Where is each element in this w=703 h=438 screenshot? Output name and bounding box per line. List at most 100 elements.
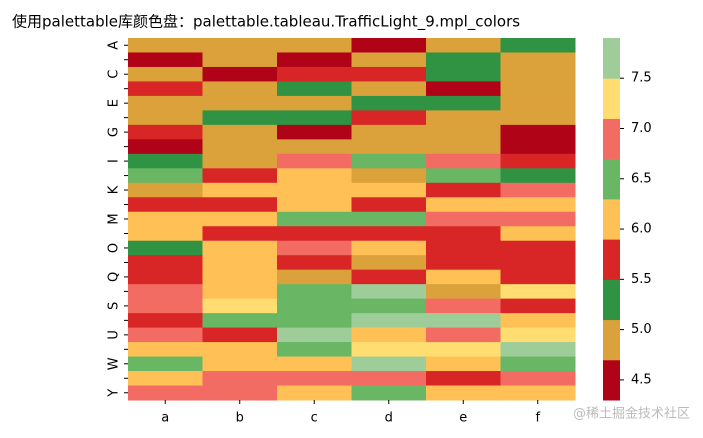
heatmap-cell [202, 168, 278, 184]
colorbar-tick-label: 6.0 [631, 222, 652, 237]
heatmap-cell [202, 124, 278, 140]
heatmap-cell [500, 226, 576, 242]
heatmap-cell [277, 342, 352, 358]
colorbar-tick-label: 4.5 [631, 372, 652, 387]
colorbar-segment [603, 239, 620, 280]
heatmap-cell [128, 298, 203, 314]
heatmap-cell [426, 52, 501, 68]
heatmap-cell [500, 182, 576, 198]
heatmap-cell [351, 284, 427, 300]
watermark: @稀土掘金技术社区 [573, 406, 690, 422]
heatmap-cell [500, 313, 576, 329]
y-tick-label: S [107, 302, 122, 310]
heatmap-cell [202, 327, 278, 343]
y-tick-label: E [107, 99, 122, 107]
heatmap-cell [202, 197, 278, 213]
heatmap-cell [500, 139, 576, 155]
heatmap-cell [351, 313, 427, 329]
heatmap-cell [351, 298, 427, 314]
y-tick-label: M [107, 213, 122, 224]
heatmap-cell [202, 226, 278, 242]
heatmap-cell [351, 81, 427, 97]
heatmap-cell [500, 269, 576, 285]
heatmap-cell [351, 371, 427, 387]
colorbar-tick-label: 7.0 [631, 121, 652, 136]
heatmap-cell [277, 385, 352, 401]
heatmap-cell [128, 139, 203, 155]
heatmap-cell [426, 371, 501, 387]
x-tick-label: e [459, 411, 467, 426]
heatmap-cell [351, 226, 427, 242]
heatmap-cell [351, 342, 427, 358]
heatmap-cell [500, 95, 576, 111]
heatmap-cell [426, 182, 501, 198]
x-tick-label: a [161, 411, 169, 426]
heatmap-cell [426, 110, 501, 126]
heatmap-cell [128, 52, 203, 68]
heatmap-cell [500, 197, 576, 213]
x-tick-label: b [236, 411, 244, 426]
colorbar-tick-label: 7.5 [631, 71, 652, 86]
heatmap-cell [500, 153, 576, 169]
heatmap-cell [277, 124, 352, 140]
heatmap-cell [128, 371, 203, 387]
heatmap-cell [202, 356, 278, 372]
heatmap-cell [500, 255, 576, 271]
colorbar-tick-label: 5.5 [631, 272, 652, 287]
heatmap-cell [202, 342, 278, 358]
heatmap-cell [351, 197, 427, 213]
colorbar-segment [603, 279, 620, 321]
heatmap-cell [128, 226, 203, 242]
colorbar-segment [603, 359, 620, 401]
heatmap-cell [128, 240, 203, 256]
heatmap-cell [277, 371, 352, 387]
heatmap-cell [426, 81, 501, 97]
y-tick-label: G [107, 127, 122, 137]
heatmap-cell [202, 153, 278, 169]
heatmap-cell [426, 124, 501, 140]
heatmap-cell [128, 153, 203, 169]
heatmap-cell [426, 342, 501, 358]
heatmap-cell [500, 298, 576, 314]
heatmap-cell [351, 110, 427, 126]
chart-title: 使用palettable库颜色盘：palettable.tableau.Traf… [12, 13, 520, 32]
heatmap-cell [128, 124, 203, 140]
heatmap-cell [426, 168, 501, 184]
heatmap-cell [426, 211, 501, 227]
heatmap-cell [426, 226, 501, 242]
heatmap-cell [202, 95, 278, 111]
y-tick-label: Q [107, 272, 122, 282]
heatmap-cell [351, 38, 427, 53]
heatmap-cell [351, 124, 427, 140]
heatmap-cell [277, 182, 352, 198]
y-tick-label: W [107, 357, 122, 370]
heatmap-cell [426, 255, 501, 271]
colorbar-tick-label: 6.5 [631, 171, 652, 186]
colorbar-segment [603, 198, 620, 240]
heatmap-cell [351, 211, 427, 227]
heatmap-cell [351, 52, 427, 68]
colorbar-segment [603, 38, 620, 79]
heatmap-cell [202, 255, 278, 271]
heatmap-cell [128, 182, 203, 198]
heatmap-cell [500, 124, 576, 140]
heatmap-cell [202, 66, 278, 82]
heatmap-cell [426, 153, 501, 169]
heatmap-cell [202, 385, 278, 401]
heatmap-cell [202, 284, 278, 300]
heatmap-cell [277, 327, 352, 343]
heatmap-cell [128, 168, 203, 184]
heatmap-cell [128, 255, 203, 271]
heatmap-cell [426, 38, 501, 53]
heatmap-cell [500, 327, 576, 343]
heatmap-cell [202, 298, 278, 314]
heatmap-cell [351, 139, 427, 155]
heatmap-cell [351, 182, 427, 198]
heatmap-cell [277, 313, 352, 329]
heatmap-cell [202, 38, 278, 53]
heatmap-cell [202, 313, 278, 329]
heatmap-cell [351, 153, 427, 169]
heatmap-cell [128, 197, 203, 213]
heatmap-cell [351, 327, 427, 343]
